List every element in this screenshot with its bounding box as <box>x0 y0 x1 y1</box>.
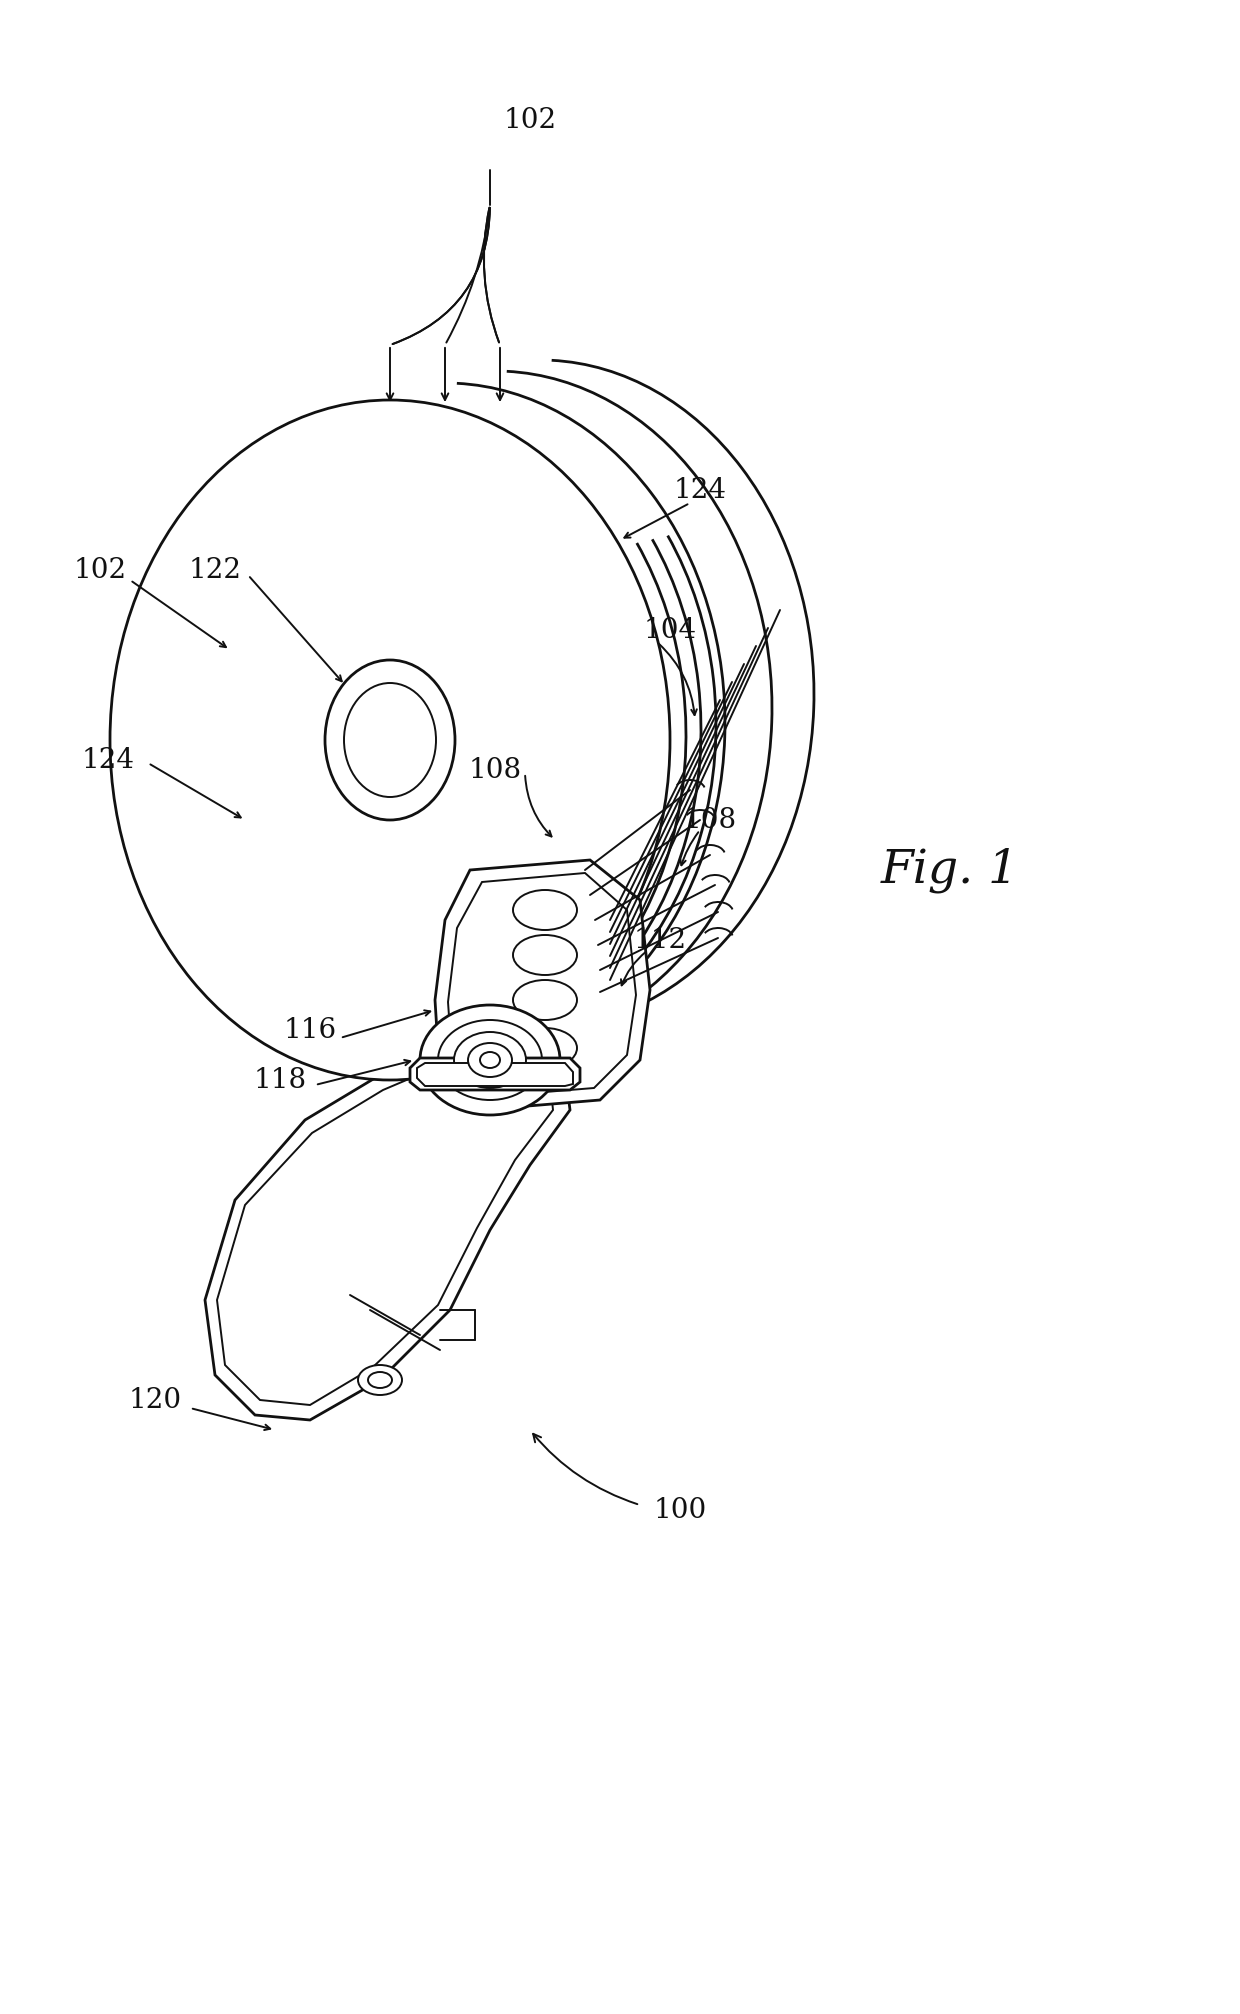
Ellipse shape <box>513 934 577 975</box>
Polygon shape <box>417 1063 573 1086</box>
Text: 102: 102 <box>503 107 557 133</box>
Polygon shape <box>410 1057 580 1090</box>
Ellipse shape <box>513 1027 577 1067</box>
Text: 104: 104 <box>644 616 697 644</box>
Polygon shape <box>205 1055 570 1420</box>
Text: 116: 116 <box>284 1017 336 1043</box>
Ellipse shape <box>513 890 577 930</box>
Ellipse shape <box>420 1005 560 1116</box>
Polygon shape <box>217 1065 553 1406</box>
Ellipse shape <box>325 661 455 820</box>
Ellipse shape <box>467 1043 512 1077</box>
Text: 124: 124 <box>82 747 134 773</box>
Text: 108: 108 <box>469 757 522 783</box>
Text: 122: 122 <box>188 556 242 584</box>
Ellipse shape <box>513 981 577 1019</box>
Ellipse shape <box>343 683 436 798</box>
Polygon shape <box>448 872 636 1098</box>
Text: 100: 100 <box>653 1496 707 1523</box>
Text: 102: 102 <box>73 556 126 584</box>
Ellipse shape <box>110 401 670 1080</box>
Text: 120: 120 <box>129 1386 181 1414</box>
Ellipse shape <box>480 1051 500 1067</box>
Text: 108: 108 <box>683 806 737 834</box>
Ellipse shape <box>438 1019 542 1100</box>
Text: 124: 124 <box>673 477 727 504</box>
Text: 118: 118 <box>253 1067 306 1094</box>
Ellipse shape <box>368 1372 392 1388</box>
Ellipse shape <box>358 1365 402 1396</box>
Ellipse shape <box>454 1031 526 1088</box>
Polygon shape <box>435 860 650 1110</box>
Text: 112: 112 <box>634 926 687 953</box>
Text: Fig. 1: Fig. 1 <box>880 848 1019 892</box>
